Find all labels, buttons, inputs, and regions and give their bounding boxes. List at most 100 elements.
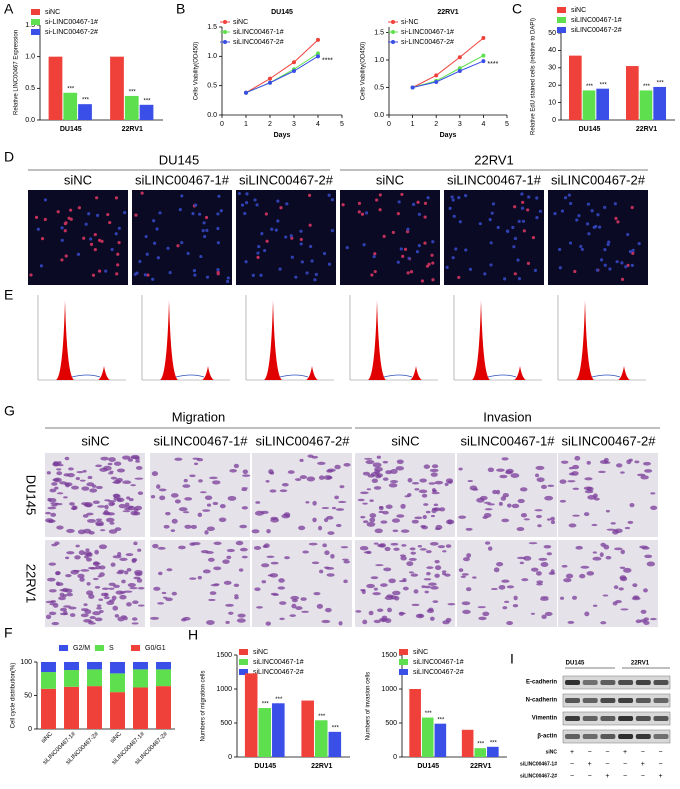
panel-label: I [510,651,514,667]
cell [143,273,147,277]
significance: *** [67,86,75,92]
column-label: siLINC00467-1# [154,433,249,448]
stained-cell [222,559,230,564]
stained-cell [45,511,52,515]
stained-cell [623,567,632,573]
stained-cell [502,606,508,610]
treatment-label: siLINC00467-1# [520,761,557,767]
stained-cell [94,586,101,589]
stained-cell [123,590,133,593]
significance: *** [657,81,665,87]
legend-swatch [557,7,566,13]
cell [87,212,91,216]
stained-cell [312,500,317,506]
stained-cell [49,488,57,493]
cell [186,251,190,256]
stained-cell [122,455,131,460]
stained-cell [635,619,642,624]
stained-cell [384,618,392,624]
stained-cell [109,470,114,473]
band [600,716,616,721]
blot-strip [562,675,671,690]
bar [474,748,487,757]
stained-cell [67,473,75,478]
stained-cell [365,460,375,465]
stained-cell [289,614,296,617]
bar-segment [64,686,79,729]
stained-cell [223,580,232,585]
stained-cell [546,518,552,521]
cell [448,206,452,210]
stained-cell [402,577,407,582]
transwell-image [558,540,658,627]
y-tick-label: 1500 [216,652,232,659]
x-tick-label: 4 [316,121,320,128]
stained-cell [363,551,371,554]
stained-cell [535,465,545,470]
stained-cell [637,473,646,477]
panel-label: H [188,627,198,643]
band [635,698,651,703]
stained-cell [536,582,543,586]
cell [577,214,581,218]
stained-cell [86,512,94,516]
stained-cell [325,566,335,570]
fluorescence-image [444,190,544,285]
cell [558,266,562,270]
stained-cell [335,508,345,511]
cell [330,198,335,202]
point [292,69,296,73]
cell [145,252,149,256]
blot-strip [562,693,671,708]
cell [226,276,230,280]
stained-cell [381,618,386,623]
stained-cell [382,460,389,464]
stained-cell [431,507,439,511]
band [635,680,651,685]
cell [180,241,184,245]
stained-cell [242,469,248,475]
cell [327,262,332,266]
stained-cell [80,613,89,618]
stained-cell [126,496,131,500]
cell [451,198,455,202]
stained-cell [46,471,51,475]
stained-cell [121,579,126,584]
stained-cell [572,464,580,470]
stained-cell [466,553,472,558]
stained-cell [384,595,394,601]
y-tick-label: 50 [548,30,556,37]
cell [417,244,421,248]
band [618,698,634,703]
stained-cell [341,558,349,561]
stained-cell [389,479,399,484]
s-phase [591,374,621,378]
group-label: Invasion [483,409,531,424]
legend-label: siLINC00467-1# [253,659,304,666]
stained-cell [362,502,368,505]
stained-cell [318,525,323,531]
cell [590,209,594,213]
stained-cell [445,478,454,484]
stained-cell [458,568,464,573]
stained-cell [62,594,67,598]
stained-cell [251,529,260,534]
stained-cell [534,509,543,512]
stained-cell [117,616,125,622]
cell [168,270,172,275]
band [618,680,634,685]
stained-cell [237,613,246,618]
stained-cell [535,514,542,519]
stained-cell [546,552,553,556]
stained-cell [505,468,514,474]
stained-cell [218,517,227,523]
stained-cell [208,598,216,602]
stained-cell [206,503,212,507]
stained-cell [600,542,606,547]
treatment-mark: − [623,773,627,780]
cell [431,261,435,265]
legend-swatch [399,669,408,675]
cell [403,247,408,251]
g1-peak [264,300,282,380]
series-line [412,60,484,88]
